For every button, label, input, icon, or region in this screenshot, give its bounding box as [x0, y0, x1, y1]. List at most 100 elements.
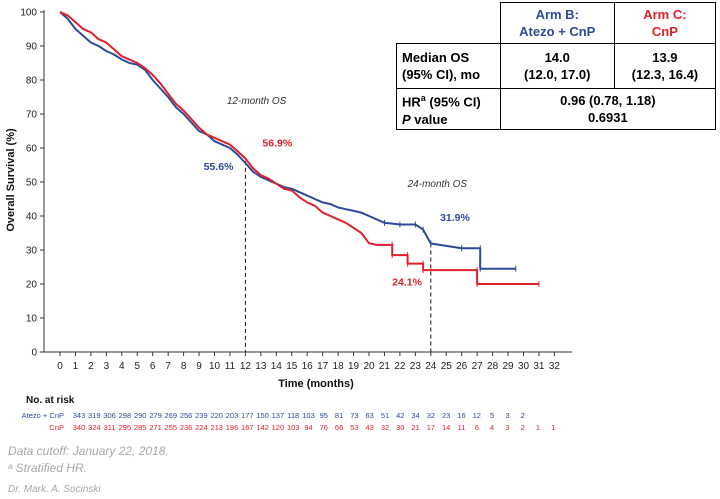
credit-note: Dr. Mark. A. Socinski — [8, 484, 101, 495]
y-tick-label: 0 — [31, 348, 37, 359]
risk-count: 271 — [149, 423, 162, 432]
risk-count: 224 — [195, 423, 208, 432]
x-tick-label: 31 — [533, 361, 545, 372]
risk-count: 1 — [551, 423, 555, 432]
x-tick-label: 8 — [181, 361, 187, 372]
x-tick-label: 16 — [302, 361, 314, 372]
x-tick-label: 15 — [286, 361, 298, 372]
stratified-hr-note: ᵃ Stratified HR. — [8, 461, 87, 475]
arm-b-header: Arm B: Atezo + CnP — [499, 2, 615, 44]
risk-count: 298 — [119, 411, 132, 420]
arm-b-median-os: 14.0 (12.0, 17.0) — [499, 43, 615, 89]
y-tick-label: 100 — [20, 8, 37, 19]
arm-c-header-line2: CnP — [651, 24, 678, 39]
x-tick-label: 19 — [348, 361, 360, 372]
series-line-cnp — [59, 11, 539, 285]
risk-count: 94 — [304, 423, 312, 432]
arm-c-24mo-value: 24.1% — [392, 277, 422, 289]
x-tick-label: 32 — [549, 361, 561, 372]
risk-count: 1 — [536, 423, 540, 432]
x-tick-label: 23 — [410, 361, 422, 372]
y-tick-label: 80 — [26, 76, 38, 87]
risk-count: 137 — [272, 411, 285, 420]
arm-c-12mo-value: 56.9% — [262, 137, 292, 149]
risk-count: 279 — [149, 411, 162, 420]
arm-b-header-line1: Arm B: — [535, 7, 579, 22]
risk-count: 103 — [287, 423, 300, 432]
risk-count: 2 — [521, 423, 525, 432]
y-tick-label: 90 — [26, 42, 38, 53]
p-label-value: value — [410, 111, 448, 127]
risk-count: 324 — [88, 423, 101, 432]
y-tick-label: 50 — [26, 178, 38, 189]
risk-count: 2 — [521, 411, 525, 420]
p-value: 0.6931 — [587, 110, 628, 125]
data-cutoff-note: Data cutoff: January 22, 2018. — [8, 444, 169, 458]
risk-count: 23 — [442, 411, 450, 420]
arm-c-median-value: 13.9 — [652, 50, 678, 65]
arm-c-median-os: 13.9 (12.3, 16.4) — [613, 43, 717, 89]
risk-count: 239 — [195, 411, 208, 420]
x-tick-label: 29 — [502, 361, 514, 372]
median-os-row: Median OS (95% CI), mo 14.0 (12.0, 17.0)… — [396, 43, 717, 89]
risk-count: 3 — [505, 411, 509, 420]
x-tick-label: 13 — [255, 361, 267, 372]
x-tick-label: 6 — [150, 361, 156, 372]
x-tick-label: 3 — [104, 361, 110, 372]
risk-count: 51 — [381, 411, 389, 420]
annotations: 12-month OS 24-month OS 55.6% 56.9% 31.9… — [5, 96, 471, 406]
risk-count: 14 — [442, 423, 450, 432]
risk-count: 21 — [411, 423, 419, 432]
risk-table: Atezo + CnP 343 319 306 298 290 279 269 256 239 22… — [22, 411, 556, 432]
median-os-label: Median OS (95% CI), mo — [396, 43, 501, 89]
risk-count: 76 — [320, 423, 328, 432]
risk-row-label: CnP — [49, 423, 64, 432]
x-tick-label: 1 — [73, 361, 79, 372]
x-tick-label: 25 — [441, 361, 453, 372]
risk-count: 12 — [473, 411, 481, 420]
x-tick-label: 14 — [271, 361, 283, 372]
risk-count: 30 — [396, 423, 404, 432]
x-tick-label: 20 — [363, 361, 375, 372]
x-tick-label: 10 — [209, 361, 221, 372]
arm-c-header: Arm C: CnP — [613, 2, 717, 44]
risk-count: 73 — [350, 411, 358, 420]
risk-count: 81 — [335, 411, 343, 420]
risk-count: 256 — [180, 411, 193, 420]
y-tick-label: 70 — [26, 110, 38, 121]
risk-count: 6 — [475, 423, 479, 432]
x-tick-label: 28 — [487, 361, 499, 372]
risk-count: 66 — [335, 423, 343, 432]
y-axis-title: Overall Survival (%) — [5, 128, 17, 232]
arm-c-header-line1: Arm C: — [643, 7, 687, 22]
risk-count: 142 — [256, 423, 269, 432]
hr-label-hr: HR — [402, 94, 421, 110]
risk-count: 213 — [210, 423, 223, 432]
x-tick-label: 22 — [394, 361, 406, 372]
risk-count: 43 — [366, 423, 374, 432]
x-tick-label: 9 — [196, 361, 202, 372]
risk-count: 177 — [241, 411, 254, 420]
x-axis-title: Time (months) — [278, 378, 354, 390]
hr-value: 0.96 (0.78, 1.18) — [560, 93, 656, 108]
x-tick-label: 11 — [225, 361, 236, 372]
risk-count: 103 — [302, 411, 315, 420]
hr-label-sup: a — [420, 93, 426, 104]
risk-count: 120 — [272, 423, 285, 432]
x-tick-label: 4 — [119, 361, 125, 372]
risk-count: 11 — [458, 423, 466, 432]
risk-count: 5 — [490, 411, 494, 420]
risk-count: 118 — [287, 411, 299, 420]
p-label-p: P — [402, 111, 411, 127]
x-tick-label: 7 — [165, 361, 171, 372]
x-tick-label: 30 — [518, 361, 530, 372]
x-tick-label: 17 — [317, 361, 329, 372]
series-line-atezo-cnp — [59, 11, 516, 270]
arm-b-12mo-value: 55.6% — [204, 161, 234, 173]
risk-count: 95 — [320, 411, 328, 420]
risk-count: 3 — [505, 423, 509, 432]
hr-row: HRa (95% CI) P value 0.96 (0.78, 1.18) 0… — [396, 88, 717, 130]
risk-count: 306 — [103, 411, 116, 420]
